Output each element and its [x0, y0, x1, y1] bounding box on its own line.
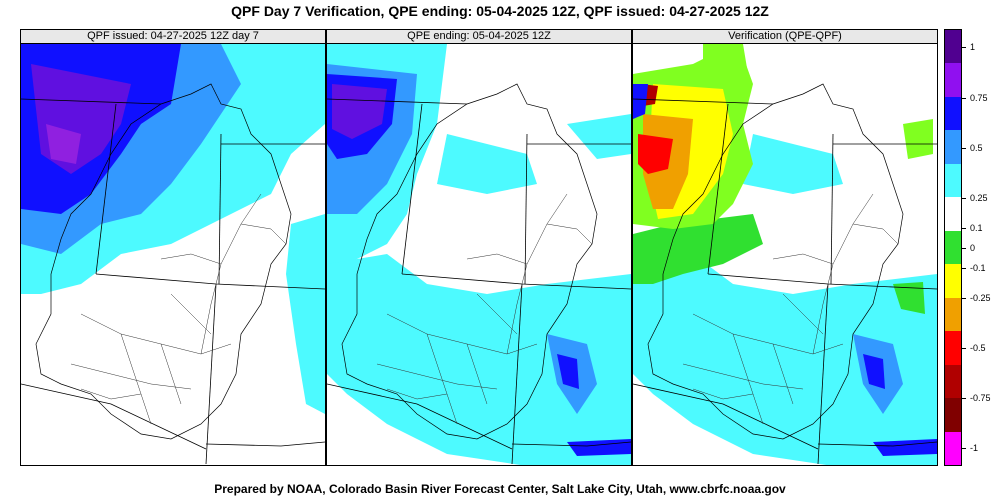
panel-qpe-label: QPE ending: 05-04-2025 12Z: [327, 30, 631, 44]
colorbar-label: -1: [970, 443, 979, 453]
colorbar-tick: [962, 148, 966, 149]
colorbar-segment: [945, 163, 961, 198]
colorbar-segment: [945, 30, 961, 64]
colorbar-tick: [962, 198, 966, 199]
precip-area-light-east: [286, 214, 325, 414]
map-qpf: [21, 44, 325, 465]
diff-area-green-east: [893, 282, 925, 314]
page-title: QPF Day 7 Verification, QPE ending: 05-0…: [231, 3, 769, 19]
map-verification: [633, 44, 937, 465]
colorbar-label: 0: [970, 243, 976, 253]
colorbar-tick: [962, 228, 966, 229]
precip-area-blue-se: [557, 354, 579, 389]
colorbar-label: 0.1: [970, 223, 983, 233]
colorbar-segment: [945, 63, 961, 98]
colorbar-tick: [962, 398, 966, 399]
colorbar-segment: [945, 96, 961, 131]
colorbar-segment: [945, 197, 961, 232]
precip-area-indigo: [332, 84, 387, 139]
colorbar-label: -0.5: [970, 343, 986, 353]
diff-area-lime-north: [703, 44, 748, 79]
precip-area-light-central: [437, 134, 537, 194]
precip-area-light-south: [327, 254, 631, 465]
colorbar-segment: [945, 230, 961, 265]
diff-area-blue-west: [633, 84, 648, 119]
colorbar-segment: [945, 398, 961, 433]
diff-area-light-south: [633, 254, 937, 465]
diff-area-blue-se: [863, 354, 885, 389]
diff-area-red: [638, 134, 673, 174]
colorbar-segment: [945, 364, 961, 399]
state-boundaries: [21, 98, 325, 465]
colorbar-tick: [962, 298, 966, 299]
panel-qpf: QPF issued: 04-27-2025 12Z day 7: [20, 29, 326, 466]
colorbar-label: 1: [970, 42, 976, 52]
colorbar-label: -0.25: [970, 293, 991, 303]
colorbar-segment: [945, 264, 961, 299]
colorbar: [944, 29, 962, 466]
panel-qpe: QPE ending: 05-04-2025 12Z: [326, 29, 632, 466]
river-network: [682, 193, 899, 425]
colorbar-label: -0.75: [970, 393, 991, 403]
colorbar-label: 0.75: [970, 93, 988, 103]
colorbar-label: 0.25: [970, 193, 988, 203]
colorbar-tick: [962, 248, 966, 249]
colorbar-tick: [962, 47, 966, 48]
precip-area-light-ne: [567, 114, 631, 159]
state-boundaries: [327, 98, 631, 465]
diff-area-lime-ne: [903, 119, 933, 159]
footer-credit: Prepared by NOAA, Colorado Basin River F…: [214, 482, 786, 496]
basin-outline: [647, 83, 904, 440]
panel-qpf-label: QPF issued: 04-27-2025 12Z day 7: [21, 30, 325, 44]
colorbar-segment: [945, 297, 961, 332]
map-qpe: [327, 44, 631, 465]
colorbar-segment: [945, 431, 961, 466]
colorbar-segment: [945, 130, 961, 165]
river-network: [376, 193, 593, 425]
colorbar-segment: [945, 331, 961, 366]
colorbar-tick: [962, 448, 966, 449]
panel-verification: Verification (QPE-QPF): [632, 29, 938, 466]
colorbar-label: -0.1: [970, 263, 986, 273]
river-network: [70, 193, 287, 425]
diff-area-light-central: [743, 134, 843, 194]
basin-outline: [341, 83, 598, 440]
panel-verification-label: Verification (QPE-QPF): [633, 30, 937, 44]
colorbar-label: 0.5: [970, 143, 983, 153]
basin-outline: [35, 83, 292, 440]
precip-area-purple: [46, 124, 81, 164]
colorbar-tick: [962, 348, 966, 349]
colorbar-tick: [962, 98, 966, 99]
colorbar-tick: [962, 268, 966, 269]
